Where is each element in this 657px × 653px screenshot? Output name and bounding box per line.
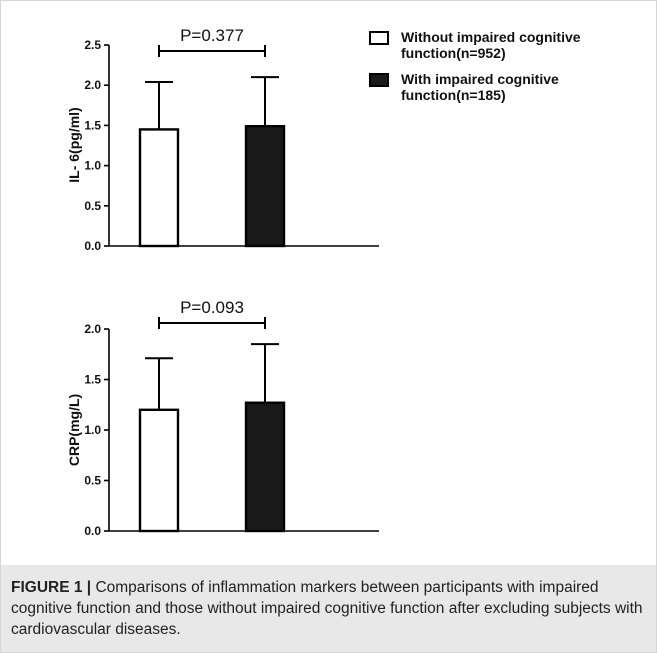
caption-text: Comparisons of inflammation markers betw… xyxy=(11,579,643,638)
y-tick-label: 2.0 xyxy=(84,322,101,336)
bar xyxy=(246,126,284,246)
y-tick-label: 2.0 xyxy=(84,78,101,92)
y-axis-label: CRP(mg/L) xyxy=(66,394,82,466)
p-value-label: P=0.377 xyxy=(180,26,244,45)
y-tick-label: 1.0 xyxy=(84,159,101,173)
y-tick-label: 0.5 xyxy=(84,199,101,213)
y-tick-label: 1.0 xyxy=(84,423,101,437)
y-tick-label: 0.0 xyxy=(84,524,101,538)
legend-swatch-black xyxy=(369,73,389,87)
figure-caption: FIGURE 1 | Comparisons of inflammation m… xyxy=(11,577,647,640)
legend-swatch-white xyxy=(369,31,389,45)
bar xyxy=(140,129,178,246)
caption-label: FIGURE 1 | xyxy=(11,579,91,596)
legend-label: Without impaired cognitive function(n=95… xyxy=(401,29,651,61)
y-tick-label: 1.5 xyxy=(84,118,101,132)
legend-label: With impaired cognitive function(n=185) xyxy=(401,71,651,103)
y-tick-label: 1.5 xyxy=(84,373,101,387)
y-tick-label: 0.5 xyxy=(84,474,101,488)
bar xyxy=(140,410,178,531)
caption-box: FIGURE 1 | Comparisons of inflammation m… xyxy=(1,565,656,652)
y-tick-label: 0.0 xyxy=(84,239,101,253)
y-tick-label: 2.5 xyxy=(84,38,101,52)
bar xyxy=(246,403,284,531)
y-axis-label: IL- 6(pg/ml) xyxy=(66,107,82,182)
p-value-label: P=0.093 xyxy=(180,298,244,317)
